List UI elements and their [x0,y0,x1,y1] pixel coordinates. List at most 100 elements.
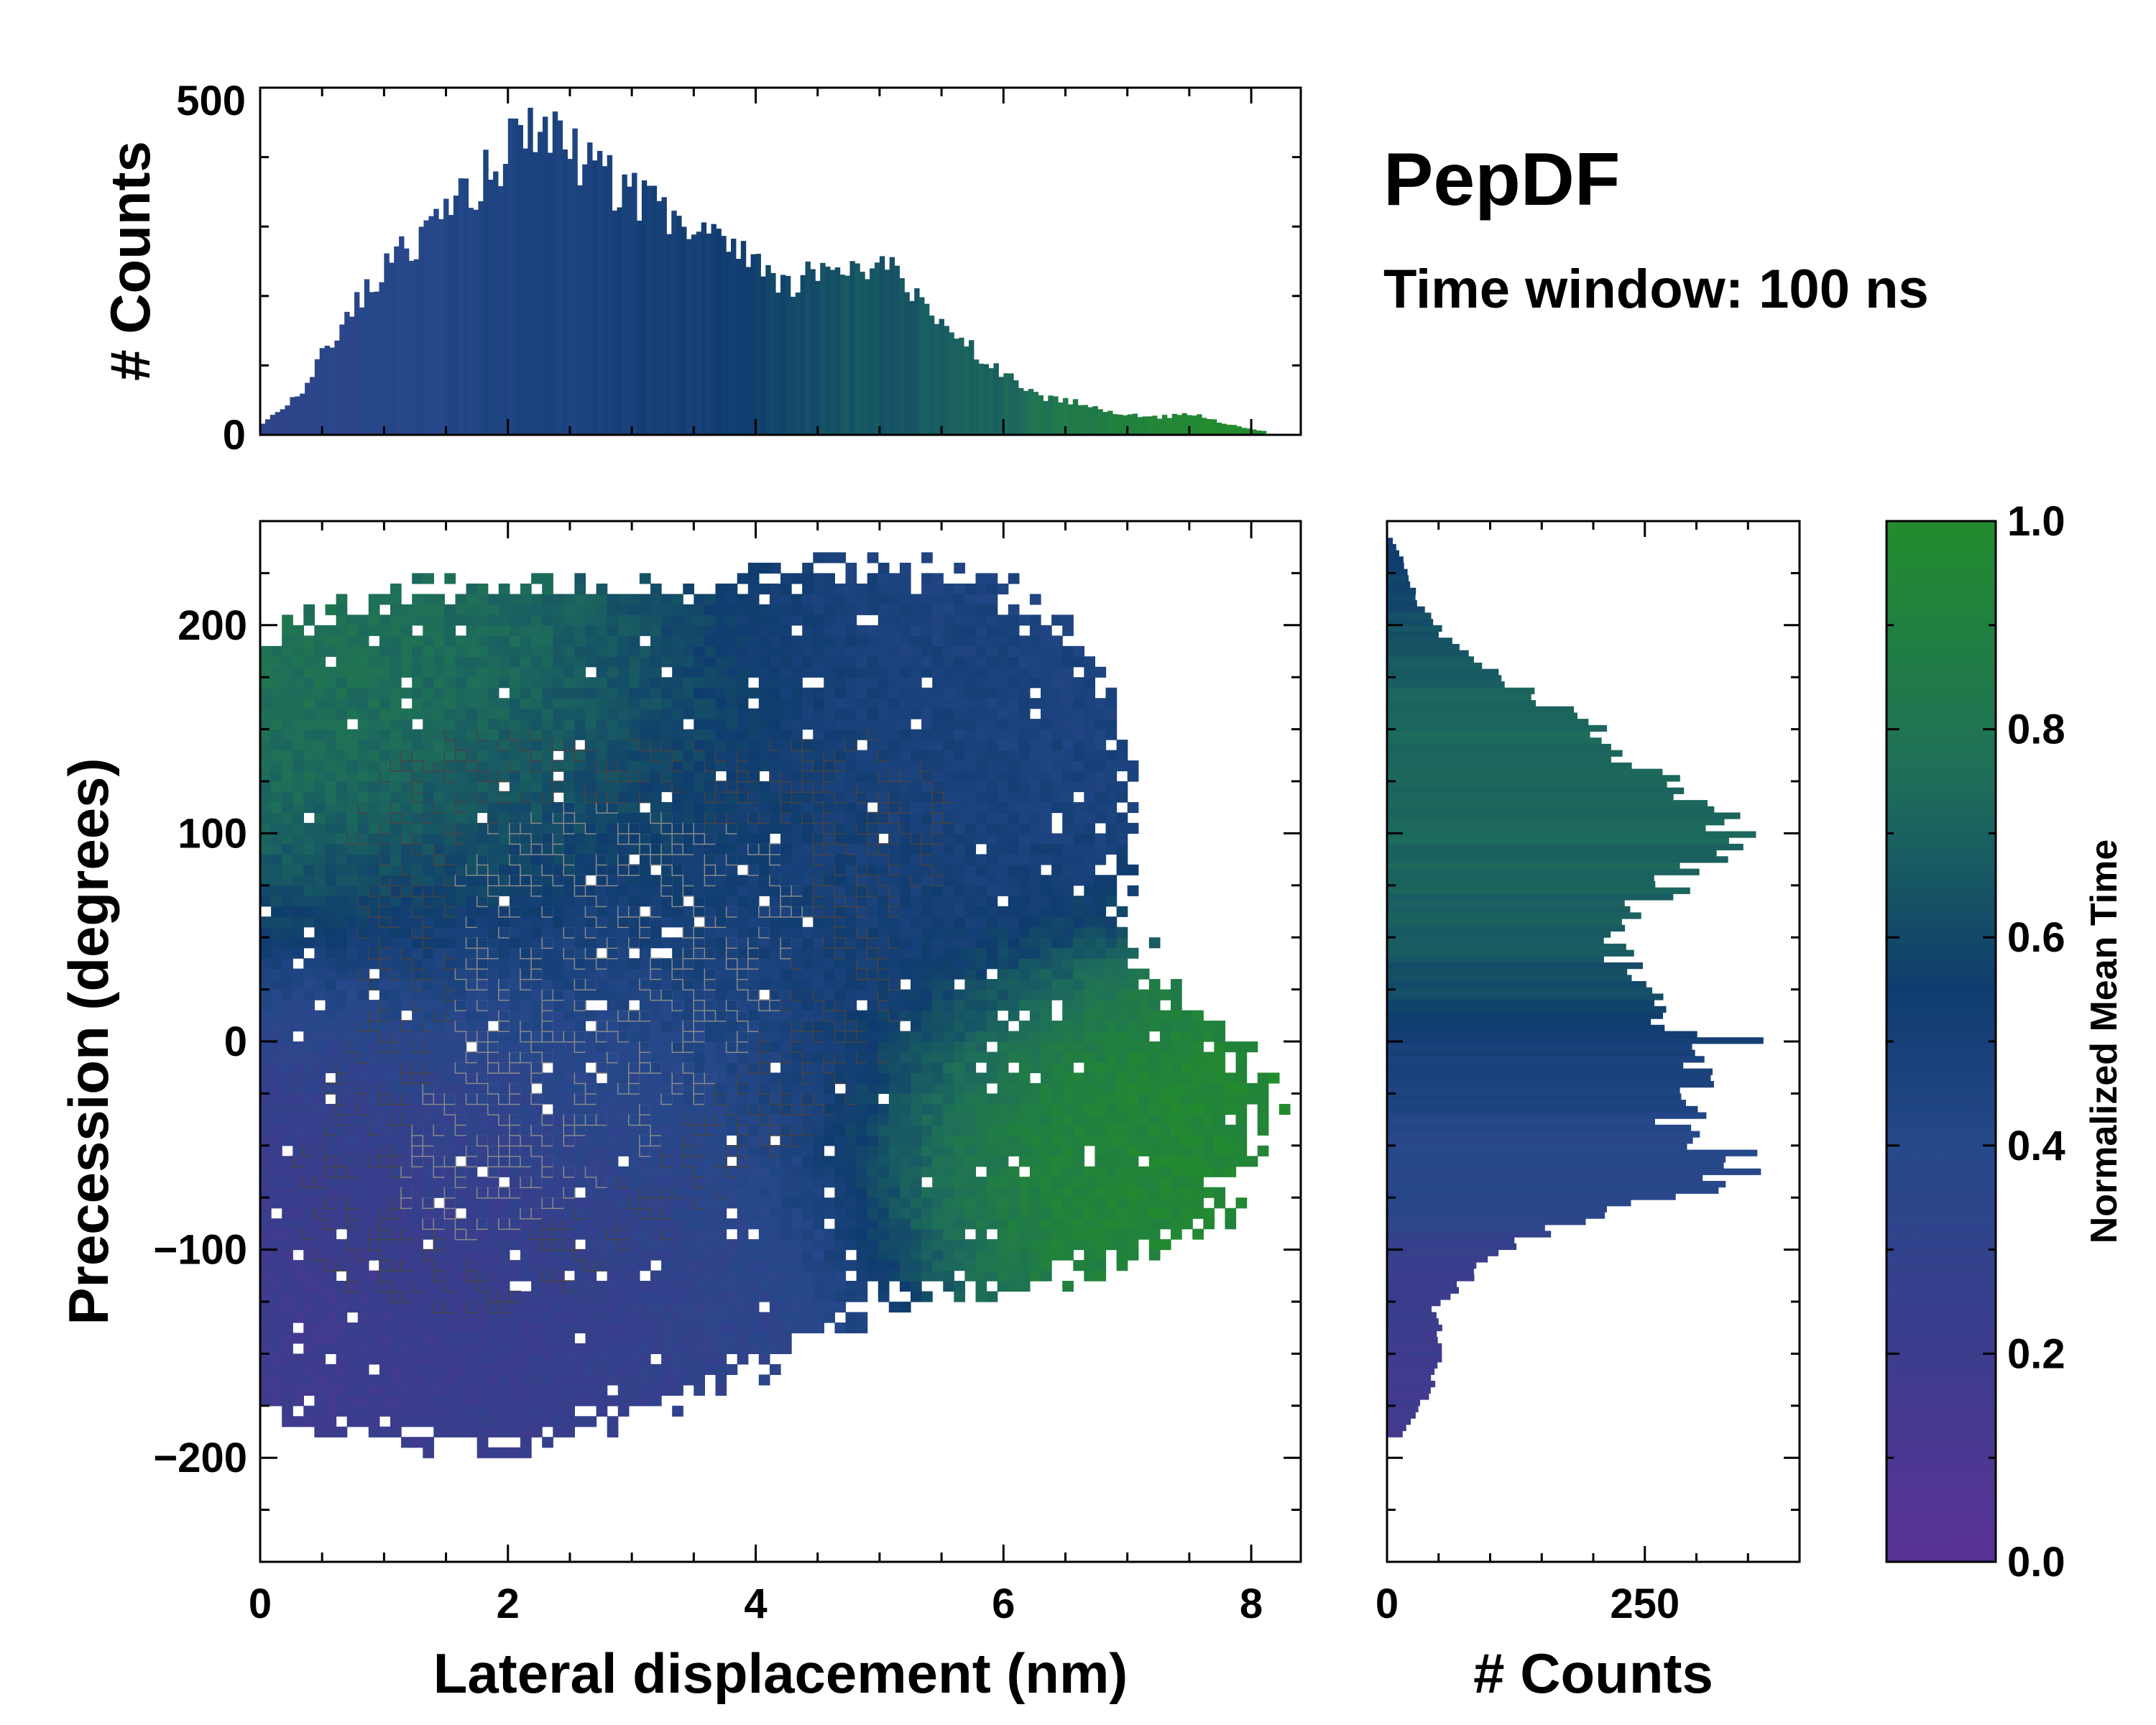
heatmap-cell [368,645,380,657]
heatmap-cell [813,916,824,928]
heatmap-cell [314,1239,326,1251]
heatmap-cell [357,1051,370,1064]
heatmap-cell [412,1093,423,1105]
heatmap-cell [325,1135,337,1146]
heatmap-cell [672,708,683,719]
heatmap-cell [476,1114,489,1126]
heatmap-cell [650,1207,663,1220]
heatmap-cell [911,1145,922,1156]
heatmap-cell [606,947,619,960]
heatmap-cell [888,958,900,970]
heatmap-cell [585,937,597,949]
heatmap-cell [888,573,900,584]
heatmap-cell [423,1156,434,1167]
heatmap-cell [921,1228,933,1240]
heatmap-cell [401,1384,413,1396]
heatmap-cell [899,812,911,824]
heatmap-cell [747,635,760,647]
heatmap-cell [780,926,792,938]
heatmap-cell [672,594,683,605]
heatmap-cell [433,875,445,886]
heatmap-cell [758,1093,770,1105]
top-histogram-bar [865,279,870,435]
heatmap-cell [433,1052,445,1063]
heatmap-cell [455,1384,467,1396]
heatmap-cell [574,635,586,647]
heatmap-cell [911,1166,922,1177]
heatmap-cell [780,656,792,668]
heatmap-cell [802,833,814,845]
heatmap-cell [412,1114,423,1126]
heatmap-cell [346,1145,359,1156]
heatmap-cell [607,812,619,824]
heatmap-cell [725,1103,739,1116]
heatmap-cell [390,1405,402,1417]
top-histogram-bar [1013,380,1019,435]
heatmap-cell [911,1021,922,1032]
heatmap-cell [693,1166,706,1178]
heatmap-cell [368,896,380,907]
heatmap-cell [412,896,423,907]
heatmap-cell [325,1208,337,1219]
heatmap-cell [672,947,683,959]
heatmap-cell [390,1374,402,1386]
heatmap-cell [693,1072,706,1085]
heatmap-cell [899,645,911,657]
heatmap-cell [498,1197,510,1209]
heatmap-cell [899,583,911,594]
heatmap-cell [704,1156,717,1167]
heatmap-cell [867,1218,879,1230]
heatmap-cell [509,979,521,990]
heatmap-cell [379,1363,391,1375]
heatmap-cell [585,1270,597,1282]
heatmap-cell [346,635,359,647]
heatmap-cell [346,760,359,772]
heatmap-cell [292,1239,304,1251]
heatmap-cell [325,1395,337,1407]
heatmap-cell [607,1041,619,1053]
heatmap-cell [379,770,392,783]
heatmap-cell [844,1092,857,1105]
heatmap-cell [911,989,922,1000]
heatmap-cell [747,1239,760,1251]
heatmap-cell [509,937,521,949]
heatmap-cell [834,1114,847,1126]
heatmap-cell [379,1248,392,1261]
heatmap-cell [520,1426,532,1438]
heatmap-cell [672,604,683,615]
heatmap-cell [292,719,304,730]
heatmap-cell [553,687,564,699]
heatmap-cell [650,729,662,740]
heatmap-cell [466,1291,478,1302]
heatmap-cell [932,594,944,605]
heatmap-cell [563,1280,576,1292]
heatmap-cell [596,666,608,678]
heatmap-cell [769,562,781,574]
heatmap-cell [595,1020,609,1032]
heatmap-cell [780,1208,792,1219]
heatmap-cell [412,1177,423,1188]
heatmap-cell [736,1134,750,1147]
top-histogram-bar [696,231,702,435]
heatmap-cell [758,1156,770,1167]
heatmap-cell [769,1156,781,1167]
heatmap-cell [694,1302,705,1313]
heatmap-cell [542,740,553,751]
heatmap-cell [585,864,597,875]
heatmap-cell [596,770,608,782]
heatmap-cell [282,1302,293,1313]
heatmap-cell [531,1239,543,1251]
heatmap-cell [563,1333,575,1344]
heatmap-cell [628,1031,640,1042]
heatmap-cell [563,687,575,699]
heatmap-cell [661,635,673,647]
heatmap-cell [769,615,781,626]
heatmap-cell [747,656,760,668]
heatmap-cell [856,583,868,594]
heatmap-cell [877,874,890,887]
heatmap-cell [260,1124,272,1136]
heatmap-cell [444,1218,456,1230]
heatmap-cell [412,698,423,709]
heatmap-cell [282,687,293,699]
heatmap-cell [260,1052,272,1063]
